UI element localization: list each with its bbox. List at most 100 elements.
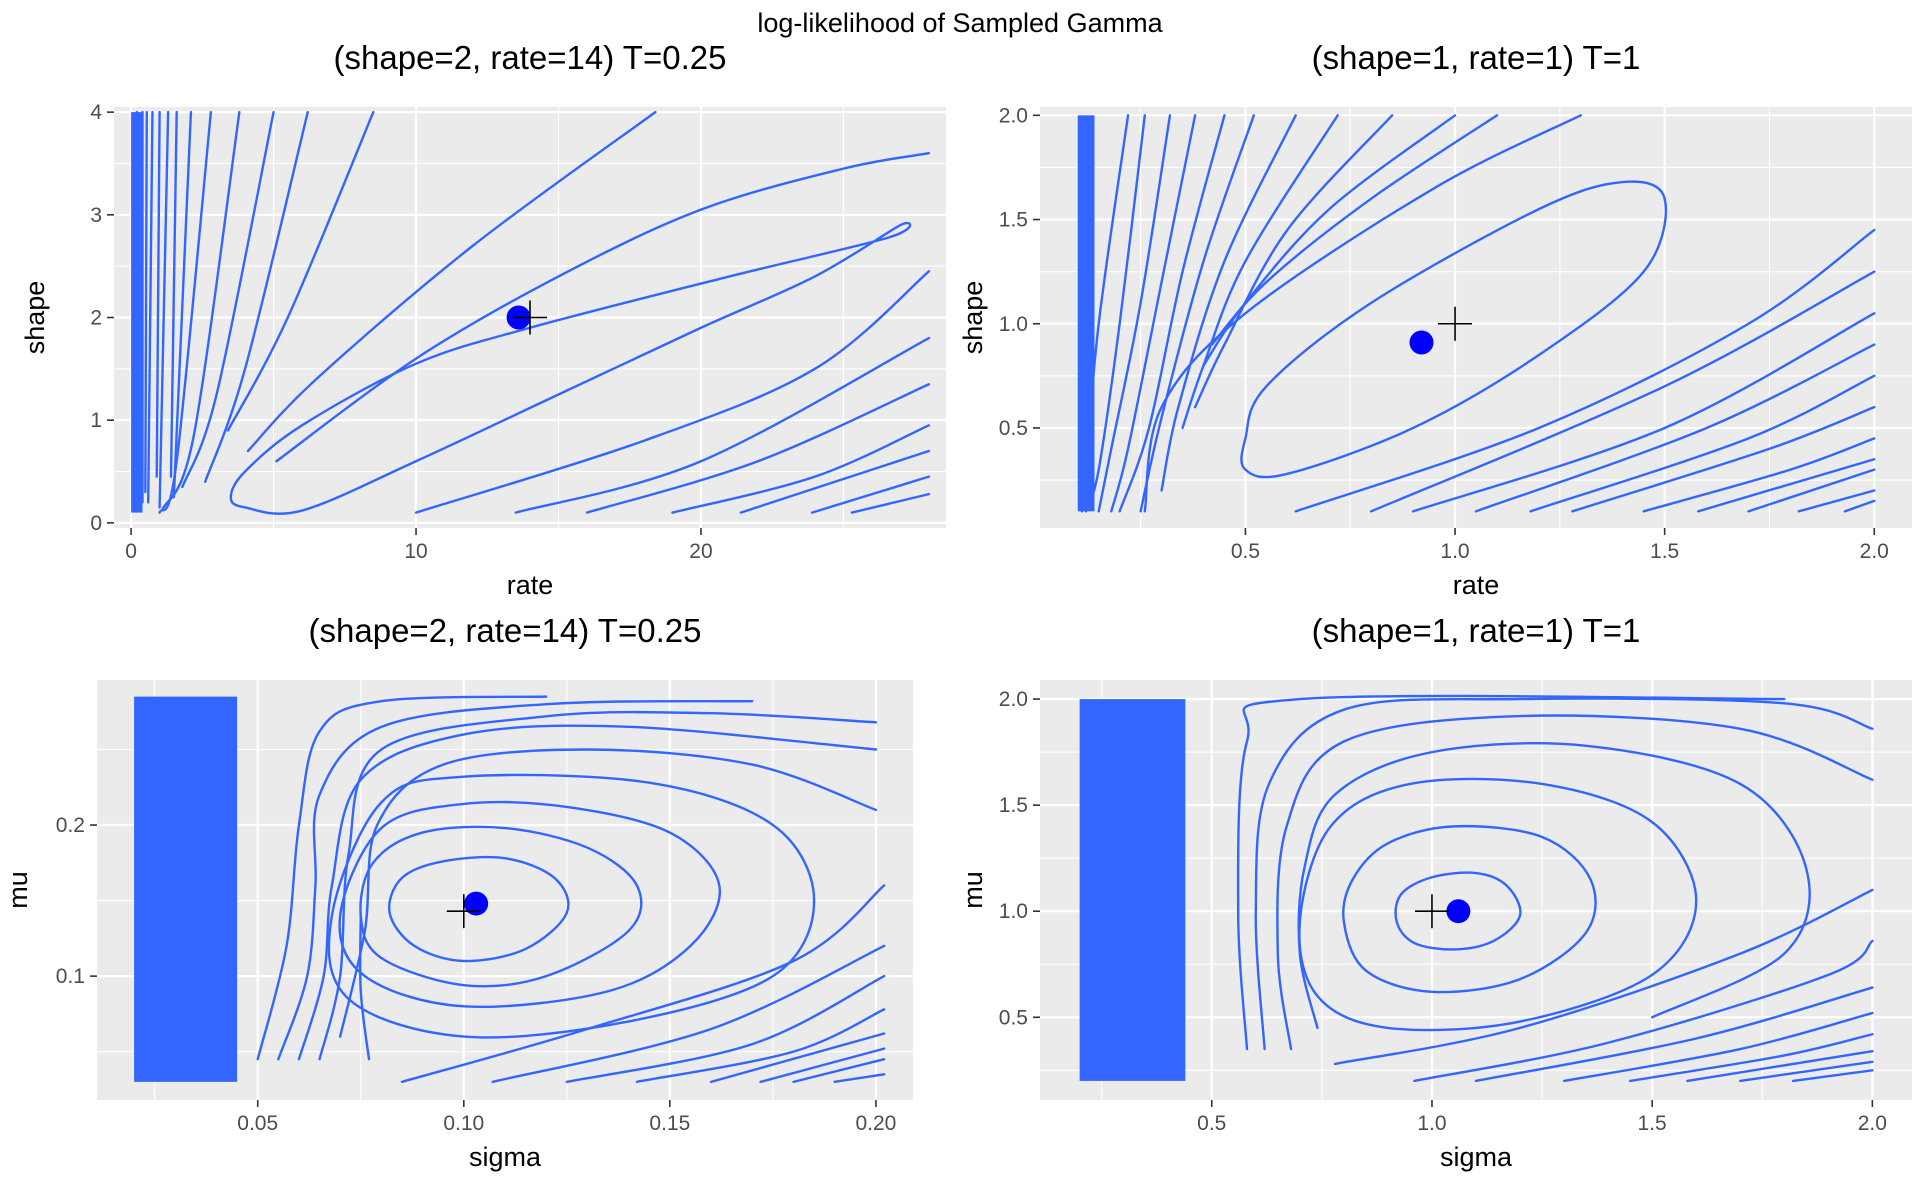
y-tick-label: 2.0 xyxy=(999,104,1028,127)
contour-line xyxy=(585,383,931,514)
contour-line xyxy=(1797,489,1876,513)
x-tick-label: 0.5 xyxy=(1197,1112,1226,1135)
contour-line xyxy=(1791,1069,1874,1083)
y-axis-label: shape xyxy=(20,281,50,355)
contour-line xyxy=(1686,1050,1874,1083)
contour-line xyxy=(1254,697,1874,1051)
x-tick-label: 0.10 xyxy=(443,1112,484,1135)
dense-contour-region xyxy=(1077,115,1095,512)
x-tick-label: 10 xyxy=(404,540,427,563)
contour-line xyxy=(1342,824,1597,994)
contour-line xyxy=(1369,270,1876,513)
panel-bottom-left: (shape=2, rate=14) T=0.25 0.05 0.10 0.15 0.2… xyxy=(3,612,913,1172)
contour-line xyxy=(297,724,878,1061)
contour-line xyxy=(155,110,161,478)
contour-line xyxy=(1474,343,1876,513)
y-tick-label: 1.0 xyxy=(999,900,1028,923)
contour-line xyxy=(387,855,570,963)
x-tick-label: 2.0 xyxy=(1860,540,1889,563)
contour-line xyxy=(1696,458,1876,513)
contour-line xyxy=(158,110,213,514)
plot-area xyxy=(131,110,931,515)
contour-line xyxy=(1394,871,1522,951)
contour-line xyxy=(169,110,178,478)
contour-line xyxy=(1298,777,1698,1032)
contour-line xyxy=(1181,114,1339,430)
x-axis-label: rate xyxy=(507,570,554,600)
dense-contour-region xyxy=(1079,699,1186,1081)
contour-line xyxy=(850,492,931,514)
contour-line xyxy=(1084,114,1147,513)
contour-line xyxy=(144,110,148,494)
contour-line xyxy=(1118,114,1226,513)
contour-line xyxy=(146,110,154,504)
contour-line xyxy=(1411,312,1876,513)
contour-line xyxy=(1276,714,1874,1051)
contour-line xyxy=(709,1032,886,1084)
contour-line xyxy=(359,825,643,988)
x-tick-label: 2.0 xyxy=(1858,1112,1887,1135)
estimate-point xyxy=(1409,330,1434,355)
panel-title: (shape=2, rate=14) T=0.25 xyxy=(309,612,702,649)
plot-area xyxy=(134,695,886,1084)
contour-line xyxy=(338,800,722,1009)
contour-line xyxy=(792,1058,886,1084)
contour-line xyxy=(1193,114,1394,409)
contour-line xyxy=(1529,374,1876,513)
panel-title: (shape=1, rate=1) T=1 xyxy=(1312,39,1641,76)
x-tick-label: 0.5 xyxy=(1231,540,1260,563)
contour-line xyxy=(1160,114,1297,492)
contour-line xyxy=(1474,986,1874,1083)
plot-area xyxy=(1079,694,1874,1083)
y-tick-label: 1 xyxy=(90,409,102,432)
y-tick-label: 1.5 xyxy=(999,209,1028,232)
y-tick-label: 1.5 xyxy=(999,794,1028,817)
x-tick-label: 0.15 xyxy=(649,1112,690,1135)
contour-line xyxy=(1236,694,1786,1051)
contour-line xyxy=(1139,114,1256,513)
contour-line xyxy=(1628,1033,1874,1083)
contour-line xyxy=(226,110,375,432)
panel-title: (shape=1, rate=1) T=1 xyxy=(1312,612,1641,649)
contour-line xyxy=(414,270,931,514)
y-axis-label: shape xyxy=(958,281,988,355)
panel-bottom-right: (shape=1, rate=1) T=1 0.5 1.0 1.5 2.0 0.5 1.0 1… xyxy=(958,612,1912,1172)
contour-line xyxy=(172,110,193,499)
panel-top-right: (shape=1, rate=1) T=1 0.5 1.0 1.5 2.0 0.5 1.0 1… xyxy=(958,39,1912,600)
y-axis-label: mu xyxy=(3,871,33,909)
y-axis-label: mu xyxy=(958,871,988,909)
y-tick-label: 2 xyxy=(90,307,102,330)
contour-line xyxy=(1210,114,1499,346)
estimate-point xyxy=(464,891,489,916)
contour-line xyxy=(759,1047,886,1084)
contour-line xyxy=(739,449,931,514)
x-tick-label: 0.20 xyxy=(855,1112,896,1135)
y-tick-label: 1.0 xyxy=(999,313,1028,336)
contour-line xyxy=(1110,114,1197,513)
contour-line xyxy=(275,152,931,463)
contour-line xyxy=(1562,1011,1874,1083)
contour-line xyxy=(161,110,241,511)
x-tick-label: 0.05 xyxy=(237,1112,278,1135)
contour-line xyxy=(181,110,275,489)
contour-line xyxy=(1240,180,1668,479)
x-tick-label: 0 xyxy=(125,540,137,563)
contour-line xyxy=(256,695,548,1061)
y-tick-label: 3 xyxy=(90,204,102,227)
x-tick-label: 20 xyxy=(689,540,712,563)
x-tick-label: 1.0 xyxy=(1417,1112,1446,1135)
contour-line xyxy=(810,475,931,514)
x-axis-label: rate xyxy=(1453,570,1500,600)
contour-line xyxy=(1413,939,1874,1083)
contour-line xyxy=(635,1008,886,1084)
contour-line xyxy=(158,110,170,509)
contour-line xyxy=(1843,499,1876,513)
panel-background xyxy=(1040,107,1912,528)
y-tick-label: 0 xyxy=(90,512,102,535)
contour-line xyxy=(671,424,931,514)
contour-line xyxy=(277,699,754,1061)
contour-line xyxy=(491,944,886,1084)
x-tick-label: 1.5 xyxy=(1650,540,1679,563)
y-tick-label: 4 xyxy=(90,101,102,124)
